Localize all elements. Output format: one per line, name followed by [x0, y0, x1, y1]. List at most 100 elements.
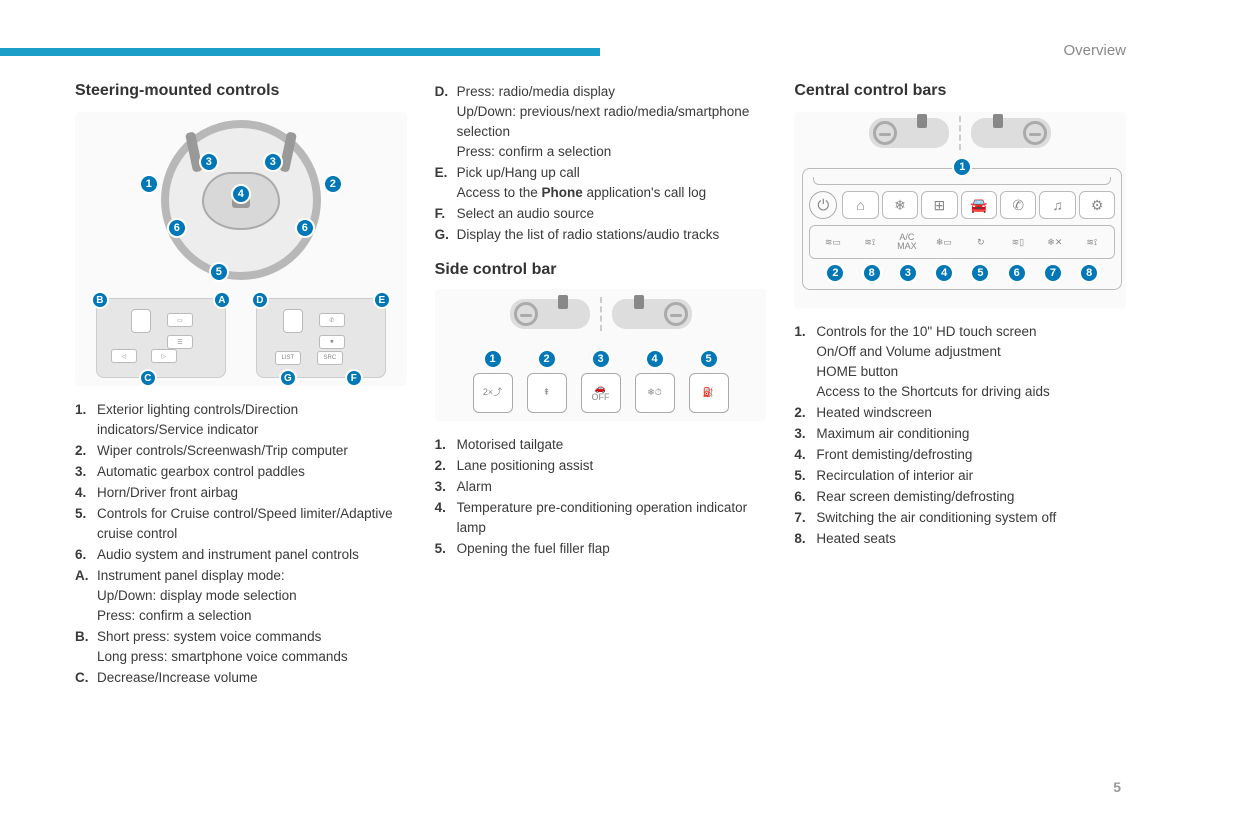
list-text: Short press: system voice commandsLong p… — [97, 627, 407, 667]
list-text: Recirculation of interior air — [816, 466, 1126, 486]
list-item: 6.Audio system and instrument panel cont… — [75, 545, 407, 565]
list-item: 1.Controls for the 10" HD touch screenOn… — [794, 322, 1126, 402]
rear-demist-icon: ≋▯ — [1006, 231, 1030, 253]
list-marker: A. — [75, 566, 97, 626]
list-marker: 3. — [794, 424, 816, 444]
list-marker: D. — [435, 82, 457, 162]
central-panel: 1 ⏻ ⌂❄⊞🚘✆♫⚙ ≋▭≋⟟A/C MAX❄▭↻≋▯❄✕≋⟟ 2834567… — [802, 168, 1122, 290]
apps-icon: ⊞ — [921, 191, 957, 219]
page-content: Steering-mounted controls 1 2 3 3 4 5 6 … — [75, 82, 1126, 689]
list-marker: C. — [75, 668, 97, 688]
list-item: 8.Heated seats — [794, 529, 1126, 549]
ac-max-icon: A/C MAX — [895, 231, 919, 253]
callout-4: 4 — [645, 349, 665, 369]
list-marker: F. — [435, 204, 457, 224]
steering-wheel-diagram: 1 2 3 3 4 5 6 6 ▭ ☰ ◁ ▷ A B C — [75, 112, 407, 386]
steering-list-continued: D.Press: radio/media displayUp/Down: pre… — [435, 82, 767, 245]
central-title: Central control bars — [794, 82, 1126, 100]
list-marker: 1. — [794, 322, 816, 402]
callout-3b: 3 — [263, 152, 283, 172]
list-item: G.Display the list of radio stations/aud… — [435, 225, 767, 245]
list-marker: G. — [435, 225, 457, 245]
list-marker: 7. — [794, 508, 816, 528]
mirror-left-icon — [510, 299, 590, 329]
side-icon-item: 12×⤴ — [473, 349, 513, 413]
central-list: 1.Controls for the 10" HD touch screenOn… — [794, 322, 1126, 549]
list-marker: 6. — [794, 487, 816, 507]
list-marker: B. — [75, 627, 97, 667]
heated-seat-left-icon: ≋⟟ — [858, 231, 882, 253]
list-text: Lane positioning assist — [457, 456, 767, 476]
settings-icon: ⚙ — [1079, 191, 1115, 219]
central-bottom-labels: 28345678 — [809, 259, 1115, 283]
list-marker: 5. — [794, 466, 816, 486]
list-item: 1.Motorised tailgate — [435, 435, 767, 455]
ac-off-icon: ❄✕ — [1043, 231, 1067, 253]
list-text: Audio system and instrument panel contro… — [97, 545, 407, 565]
list-item: F.Select an audio source — [435, 204, 767, 224]
list-text: Heated windscreen — [816, 403, 1126, 423]
list-text: Opening the fuel filler flap — [457, 539, 767, 559]
column-middle: D.Press: radio/media displayUp/Down: pre… — [435, 82, 767, 689]
control-pod-right: ✆ ⏹ LIST SRC D E F G — [256, 298, 386, 378]
callout-2: 2 — [323, 174, 343, 194]
list-text: Controls for Cruise control/Speed limite… — [97, 504, 407, 544]
list-marker: 1. — [435, 435, 457, 455]
list-text: Heated seats — [816, 529, 1126, 549]
list-item: 3.Alarm — [435, 477, 767, 497]
callout-B: B — [91, 291, 109, 309]
side-icon-item: 2⇞ — [527, 349, 567, 413]
list-text: Automatic gearbox control paddles — [97, 462, 407, 482]
mirror-right-icon — [612, 299, 692, 329]
front-demist-icon: ❄▭ — [932, 231, 956, 253]
list-text: Front demisting/defrosting — [816, 445, 1126, 465]
list-item: 5.Opening the fuel filler flap — [435, 539, 767, 559]
media-icon: ♫ — [1039, 191, 1075, 219]
list-marker: 8. — [794, 529, 816, 549]
side-icons-row: 12×⤴2⇞3🚗 OFF4❄⏱5⛽ — [473, 349, 729, 413]
callout-6r: 6 — [295, 218, 315, 238]
list-text: Maximum air conditioning — [816, 424, 1126, 444]
list-text: Exterior lighting controls/Direction ind… — [97, 400, 407, 440]
side-bar-list: 1.Motorised tailgate2.Lane positioning a… — [435, 435, 767, 559]
callout-1: 1 — [139, 174, 159, 194]
list-marker: 3. — [75, 462, 97, 482]
list-text: Press: radio/media displayUp/Down: previ… — [457, 82, 767, 162]
list-text: Controls for the 10" HD touch screenOn/O… — [816, 322, 1126, 402]
column-steering: Steering-mounted controls 1 2 3 3 4 5 6 … — [75, 82, 407, 689]
list-marker: 4. — [75, 483, 97, 503]
list-item: C.Decrease/Increase volume — [75, 668, 407, 688]
list-text: Temperature pre-conditioning operation i… — [457, 498, 767, 538]
list-item: 4.Front demisting/defrosting — [794, 445, 1126, 465]
list-text: Decrease/Increase volume — [97, 668, 407, 688]
callout-1: 1 — [483, 349, 503, 369]
list-text: Instrument panel display mode:Up/Down: d… — [97, 566, 407, 626]
callout-2: 2 — [825, 263, 845, 283]
callout-3: 3 — [898, 263, 918, 283]
side-icon-item: 3🚗 OFF — [581, 349, 621, 413]
list-item: E.Pick up/Hang up callAccess to the Phon… — [435, 163, 767, 203]
list-item: 1.Exterior lighting controls/Direction i… — [75, 400, 407, 440]
callout-5: 5 — [699, 349, 719, 369]
tailgate-icon: 2×⤴ — [473, 373, 513, 413]
callout-5: 5 — [970, 263, 990, 283]
list-marker: 2. — [794, 403, 816, 423]
section-header: Overview — [1063, 42, 1126, 59]
callout-8: 8 — [1079, 263, 1099, 283]
callout-3: 3 — [199, 152, 219, 172]
vehicle-icon: 🚘 — [961, 191, 997, 219]
callout-5: 5 — [209, 262, 229, 282]
list-text: Rear screen demisting/defrosting — [816, 487, 1126, 507]
list-text: Wiper controls/Screenwash/Trip computer — [97, 441, 407, 461]
list-item: 6.Rear screen demisting/defrosting — [794, 487, 1126, 507]
steering-title: Steering-mounted controls — [75, 82, 407, 100]
callout-6l: 6 — [167, 218, 187, 238]
callout-F: F — [345, 369, 363, 387]
list-text: Display the list of radio stations/audio… — [457, 225, 767, 245]
list-item: 7.Switching the air conditioning system … — [794, 508, 1126, 528]
central-bottom-row: ≋▭≋⟟A/C MAX❄▭↻≋▯❄✕≋⟟ — [809, 225, 1115, 259]
control-pod-left: ▭ ☰ ◁ ▷ A B C — [96, 298, 226, 378]
list-item: A.Instrument panel display mode:Up/Down:… — [75, 566, 407, 626]
callout-8: 8 — [862, 263, 882, 283]
list-item: 5.Recirculation of interior air — [794, 466, 1126, 486]
